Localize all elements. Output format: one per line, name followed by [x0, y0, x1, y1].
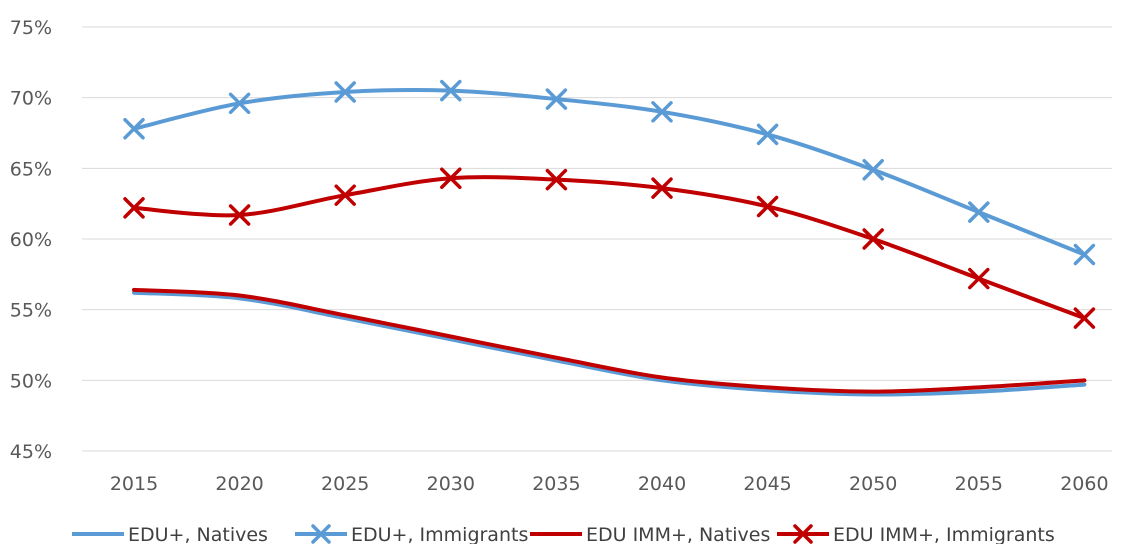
- legend-label: EDU+, Immigrants: [351, 524, 528, 544]
- data-point-marker: [440, 167, 462, 189]
- series-line: [132, 87, 1087, 257]
- data-point-marker: [123, 118, 145, 140]
- y-tick-label: 50%: [10, 370, 52, 392]
- legend-label: EDU IMM+, Immigrants: [833, 524, 1055, 544]
- series-4: [123, 167, 1096, 329]
- data-point-marker: [228, 92, 251, 115]
- y-tick-label: 60%: [10, 229, 52, 251]
- series-line: [132, 287, 1087, 394]
- x-tick-label: 2025: [321, 473, 369, 495]
- data-point-marker: [756, 195, 779, 218]
- x-tick-label: 2015: [110, 473, 158, 495]
- legend-item: EDU IMM+, Natives: [530, 524, 770, 544]
- series-line: [132, 290, 1087, 397]
- x-tick-label: 2030: [427, 473, 475, 495]
- data-point-marker: [1073, 307, 1096, 329]
- data-point-marker: [793, 524, 813, 544]
- y-axis-ticks: 45% 50% 55% 60% 65% 70% 75%: [10, 17, 52, 463]
- data-point-marker: [862, 228, 884, 250]
- data-point-marker: [545, 168, 568, 191]
- legend-label: EDU IMM+, Natives: [586, 524, 770, 544]
- series-2: [123, 79, 1096, 266]
- series-1: [132, 290, 1087, 397]
- data-point-marker: [968, 267, 990, 290]
- x-tick-label: 2045: [743, 473, 791, 495]
- y-tick-label: 55%: [10, 300, 52, 322]
- x-tick-label: 2060: [1060, 473, 1108, 495]
- legend-item: EDU+, Natives: [72, 524, 268, 544]
- y-tick-label: 45%: [10, 441, 52, 463]
- y-tick-label: 70%: [10, 88, 52, 110]
- data-point-marker: [228, 204, 251, 226]
- data-point-marker: [862, 158, 884, 181]
- data-point-marker: [968, 201, 990, 223]
- x-tick-label: 2050: [849, 473, 897, 495]
- legend: EDU+, Natives EDU+, Immigrants EDU IMM+, N…: [72, 524, 1055, 544]
- x-axis-ticks: 2015 2020 2025 2030 2035 2040 2045 2050 2055 2060: [110, 473, 1109, 495]
- series-group: [123, 79, 1096, 397]
- series-line: [132, 175, 1087, 321]
- gridlines: [82, 26, 1112, 452]
- data-point-marker: [1073, 243, 1096, 266]
- data-point-marker: [334, 184, 356, 206]
- data-point-marker: [545, 88, 568, 110]
- y-tick-label: 75%: [10, 17, 52, 39]
- legend-label: EDU+, Natives: [128, 524, 268, 544]
- data-point-marker: [651, 101, 673, 123]
- x-tick-label: 2055: [955, 473, 1003, 495]
- x-tick-label: 2020: [215, 473, 263, 495]
- legend-item: EDU+, Immigrants: [295, 524, 528, 544]
- series-3: [132, 287, 1087, 394]
- legend-item: EDU IMM+, Immigrants: [777, 524, 1055, 544]
- data-point-marker: [123, 197, 145, 219]
- data-point-marker: [334, 81, 356, 103]
- data-point-marker: [756, 123, 779, 146]
- y-tick-label: 65%: [10, 158, 52, 180]
- data-point-marker: [440, 79, 462, 102]
- x-tick-label: 2035: [532, 473, 580, 495]
- x-tick-label: 2040: [638, 473, 686, 495]
- data-point-marker: [311, 524, 331, 544]
- data-point-marker: [651, 177, 673, 199]
